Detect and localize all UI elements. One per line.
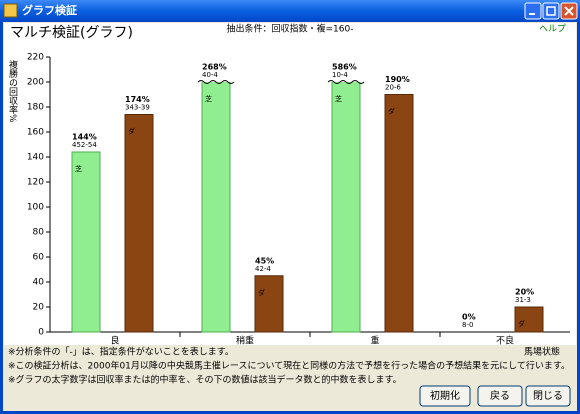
y-tick-label: 180 — [27, 103, 44, 113]
button[interactable]: 戻る — [477, 385, 523, 407]
sub-label: 452-54 — [72, 141, 97, 149]
condition: 抽出条件：回収指数・複=160- — [227, 23, 354, 35]
app-icon — [3, 3, 18, 18]
y-tick-label: 220 — [27, 53, 44, 63]
button[interactable]: 閉じる — [525, 385, 571, 407]
sub-label: 42-4 — [255, 265, 271, 273]
value-label: 586% — [332, 63, 357, 72]
series-name: 芝 — [335, 94, 342, 103]
note: ※分析条件の「-」は、指定条件がないことを表します。 — [8, 346, 234, 358]
y-tick-label: 20 — [33, 303, 45, 313]
button-label[interactable]: 閉じる — [533, 390, 563, 402]
value-label: 268% — [202, 63, 227, 72]
button-face — [477, 385, 523, 407]
sub-label: 31-3 — [515, 296, 531, 304]
y-tick-label: 60 — [33, 253, 45, 263]
series-name: ダ — [388, 107, 395, 116]
bar — [201, 82, 231, 333]
value-label: 0% — [462, 313, 476, 322]
series-name: 芝 — [75, 164, 82, 173]
y-tick-label: 0 — [38, 328, 44, 338]
note: ※この検証分析は、2000年01月以降の中央競馬主催レースについて現在と同様の方… — [8, 360, 570, 372]
minimize-button[interactable] — [524, 2, 542, 20]
button-face — [525, 385, 571, 407]
y-tick-label: 40 — [33, 278, 45, 288]
y-axis-label: 複勝の回収率% — [7, 59, 18, 123]
bar — [331, 82, 361, 333]
sub-label: 40-4 — [202, 71, 218, 79]
sub-label: 20-6 — [385, 84, 401, 92]
y-tick-label: 140 — [27, 153, 44, 163]
value-label: 144% — [72, 133, 97, 142]
y-tick-label: 200 — [27, 78, 44, 88]
note: ※グラフの太字数字は回収率または的中率を、その下の数値は該当データ数と的中数を表… — [8, 374, 402, 386]
bar — [514, 306, 544, 333]
value-label: 45% — [255, 256, 274, 265]
bar — [124, 114, 154, 333]
series-name: ダ — [258, 288, 265, 297]
series-name: ダ — [128, 127, 135, 136]
y-tick-label: 120 — [27, 178, 44, 188]
sub-label: 8-0 — [462, 321, 473, 329]
bar — [254, 275, 284, 333]
bar — [71, 151, 101, 333]
value-label: 20% — [515, 288, 534, 297]
series-name: 芝 — [205, 94, 212, 103]
maximize-button[interactable] — [542, 2, 560, 20]
button-label[interactable]: 戻る — [490, 389, 510, 402]
x-tick-label: 重 — [370, 335, 379, 347]
sub-label: 10-4 — [332, 71, 348, 79]
help-link[interactable]: ヘルプ — [539, 24, 566, 35]
series-name: ダ — [518, 319, 525, 328]
window-title: グラフ検証 — [22, 3, 77, 17]
title-bar — [0, 0, 580, 22]
x-tick-label: 稍重 — [236, 335, 254, 347]
y-tick-label: 80 — [33, 228, 45, 238]
y-tick-label: 100 — [27, 203, 44, 213]
page-title: マルチ検証(グラフ) — [10, 25, 133, 41]
x-tick-label: 良 — [110, 335, 119, 347]
sub-label: 343-39 — [125, 104, 150, 112]
bar — [384, 94, 414, 333]
axis-break — [197, 80, 235, 84]
axis-break — [327, 80, 365, 84]
x-tick-label: 不良 — [496, 335, 514, 347]
button[interactable]: 初期化 — [419, 385, 471, 407]
value-label: 190% — [385, 75, 410, 84]
x-axis-label: 馬場状態 — [524, 346, 560, 358]
close-button[interactable] — [560, 2, 578, 20]
y-tick-label: 160 — [27, 128, 44, 138]
button-label[interactable]: 初期化 — [430, 389, 460, 402]
button-face — [419, 385, 471, 407]
value-label: 174% — [125, 95, 150, 104]
